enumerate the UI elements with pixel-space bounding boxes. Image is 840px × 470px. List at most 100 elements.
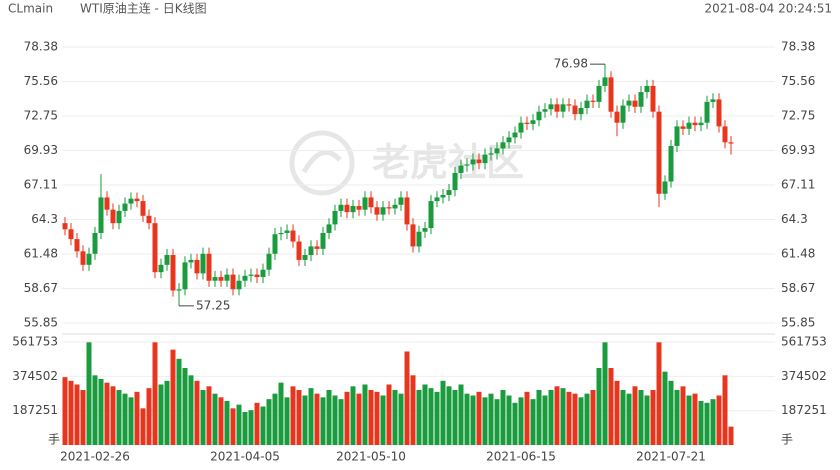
y-tick-label-right: 72.75: [781, 108, 815, 122]
candle-body: [656, 111, 662, 194]
candle-body: [566, 104, 572, 106]
volume-bar: [230, 408, 236, 445]
volume-bar: [182, 367, 188, 445]
candle-body: [482, 154, 488, 164]
volume-bar: [308, 388, 314, 445]
volume-bar: [374, 391, 380, 445]
candle-body: [62, 223, 68, 230]
volume-bar: [470, 395, 476, 445]
candle-body: [260, 269, 266, 278]
candle-body: [614, 111, 620, 123]
volume-bar: [104, 382, 110, 445]
y-tick-label: 64.3: [31, 212, 58, 226]
volume-bar: [176, 358, 182, 445]
volume-bar: [278, 382, 284, 445]
y-tick-label-right: 78.38: [781, 40, 815, 54]
volume-bar: [200, 389, 206, 445]
volume-bar: [284, 397, 290, 445]
candle-body: [218, 277, 224, 281]
candle-body: [392, 204, 398, 209]
volume-bar: [644, 395, 650, 445]
volume-bar: [386, 384, 392, 445]
candle-body: [164, 255, 170, 265]
volume-bar: [710, 399, 716, 445]
volume-tick-label-right: 187251: [781, 403, 827, 417]
candle-body: [716, 99, 722, 127]
volume-bar: [536, 389, 542, 445]
candle-body: [434, 197, 440, 202]
volume-bar: [68, 380, 74, 445]
volume-bar: [236, 404, 242, 445]
candle-body: [110, 209, 116, 224]
volume-bar: [212, 393, 218, 445]
volume-bar: [110, 386, 116, 445]
candle-body: [464, 164, 470, 166]
volume-bar: [566, 391, 572, 445]
volume-bar: [218, 397, 224, 445]
candle-body: [212, 277, 218, 281]
y-tick-label: 69.93: [24, 143, 58, 157]
watermark: 老虎社区: [372, 141, 524, 185]
volume-bar: [392, 389, 398, 445]
candle-body: [254, 274, 260, 278]
candle-body: [692, 122, 698, 126]
candle-body: [488, 153, 494, 155]
volume-bar: [260, 406, 266, 445]
candle-body: [338, 204, 344, 211]
volume-tick-label-right: 374502: [781, 369, 827, 383]
candle-body: [728, 142, 734, 144]
volume-bar: [206, 386, 212, 445]
min-label: 57.25: [196, 298, 230, 312]
chart-title: WTI原油主连 - 日K线图: [80, 1, 207, 16]
candle-body: [476, 159, 482, 164]
candle-body: [410, 224, 416, 247]
candle-body: [344, 204, 350, 213]
candle-body: [620, 105, 626, 123]
volume-bar: [254, 402, 260, 445]
volume-bar: [380, 395, 386, 445]
candle-body: [272, 234, 278, 254]
candle-body: [446, 190, 452, 195]
candle-body: [506, 137, 512, 143]
volume-bar: [560, 388, 566, 445]
candle-body: [428, 201, 434, 229]
volume-bar: [476, 391, 482, 445]
volume-bar: [686, 395, 692, 445]
volume-bar: [80, 389, 86, 445]
volume-bar: [92, 375, 98, 445]
candle-body: [374, 207, 380, 215]
candle-body: [530, 120, 536, 124]
candle-body: [470, 159, 476, 165]
volume-bar: [164, 380, 170, 445]
candle-body: [368, 197, 374, 208]
candle-body: [176, 289, 182, 291]
y-tick-label: 67.11: [24, 178, 58, 192]
volume-bar: [500, 389, 506, 445]
candle-body: [572, 105, 578, 115]
volume-bar: [698, 400, 704, 445]
volume-bar: [518, 397, 524, 445]
y-tick-label: 55.85: [24, 316, 58, 330]
x-tick-label: 2021-07-21: [636, 450, 706, 464]
candle-body: [278, 232, 284, 235]
candle-body: [140, 201, 146, 216]
volume-bar: [632, 386, 638, 445]
volume-bar: [188, 375, 194, 445]
volume-bar: [242, 411, 248, 445]
candle-body: [596, 85, 602, 102]
volume-bar: [668, 380, 674, 445]
candle-body: [248, 274, 254, 276]
candle-body: [314, 246, 320, 249]
y-tick-label: 78.38: [24, 40, 58, 54]
x-tick-label: 2021-06-15: [486, 450, 556, 464]
volume-bar: [170, 349, 176, 445]
x-tick-label: 2021-05-10: [336, 450, 406, 464]
volume-bar: [302, 395, 308, 445]
candle-body: [422, 228, 428, 232]
candle-body: [638, 92, 644, 107]
candle-body: [356, 206, 362, 210]
volume-bar: [554, 386, 560, 445]
volume-bar: [524, 391, 530, 445]
candle-body: [68, 229, 74, 240]
